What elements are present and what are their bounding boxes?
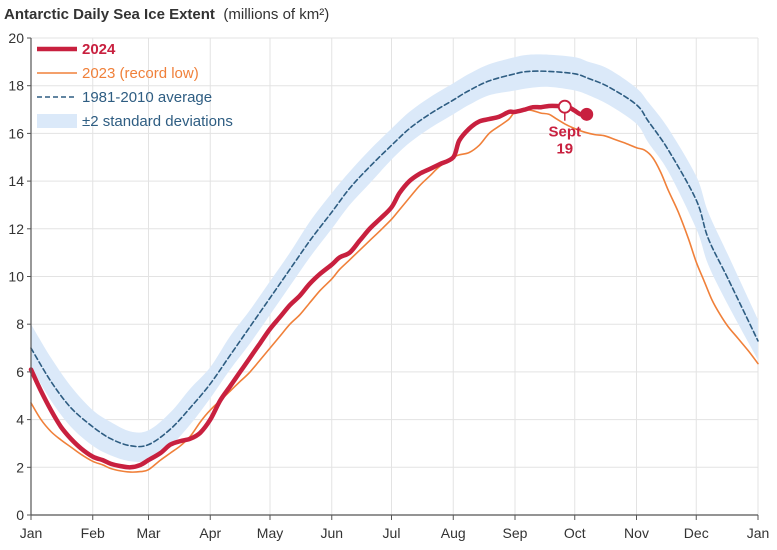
legend-label: 2023 (record low) [82, 65, 199, 82]
std-dev-band [31, 54, 758, 462]
y-tick-label: 14 [8, 173, 24, 189]
y-tick-label: 8 [16, 316, 24, 332]
line-2023 [30, 108, 759, 473]
x-tick-label: Apr [199, 525, 221, 541]
x-axis-ticks: Jan Feb Mar Apr May Jun Jul Aug Sep Oct Nov Dec Jan [20, 515, 770, 541]
y-tick-label: 20 [8, 30, 24, 46]
y-tick-label: 6 [16, 364, 24, 380]
x-tick-label: Sep [503, 525, 528, 541]
y-tick-label: 16 [8, 125, 24, 141]
x-tick-label: Aug [441, 525, 466, 541]
y-tick-label: 12 [8, 221, 24, 237]
legend-label: ±2 standard deviations [82, 113, 233, 130]
grid-lines [31, 37, 759, 515]
x-tick-label: Jan [20, 525, 43, 541]
y-tick-label: 18 [8, 78, 24, 94]
chart-title-unit: (millions of km²) [223, 6, 329, 23]
x-tick-label: Dec [684, 525, 709, 541]
series-lines-layer [28, 70, 759, 473]
x-tick-label: Mar [136, 525, 160, 541]
legend-swatch-band [37, 114, 77, 128]
x-tick-label: Jan [747, 525, 770, 541]
annotation-marker-sept19 [557, 99, 572, 114]
y-tick-label: 0 [16, 507, 24, 523]
average-1981-2010-line [30, 70, 759, 448]
annotation-label-day: 19 [556, 141, 573, 158]
x-tick-label: Jul [383, 525, 401, 541]
y-axis-ticks: 0 2 4 6 8 10 12 14 16 18 20 [8, 30, 31, 523]
std-dev-band-layer [31, 54, 758, 462]
legend-label: 2024 [82, 41, 116, 58]
x-tick-label: Feb [81, 525, 105, 541]
x-tick-label: Jun [320, 525, 343, 541]
annotation-label-month: Sept [549, 124, 582, 141]
y-tick-label: 10 [8, 269, 24, 285]
legend: 2024 2023 (record low) 1981-2010 average ±2… [37, 41, 233, 130]
x-tick-label: May [257, 525, 283, 541]
line-2024 [28, 103, 589, 470]
legend-label: 1981-2010 average [82, 89, 212, 106]
chart-title: Antarctic Daily Sea Ice Extent (millions… [4, 6, 329, 23]
y-tick-label: 4 [16, 412, 24, 428]
latest-point-marker [580, 107, 594, 121]
x-tick-label: Oct [564, 525, 586, 541]
x-tick-label: Nov [624, 525, 649, 541]
chart-title-main: Antarctic Daily Sea Ice Extent [4, 6, 215, 23]
y-tick-label: 2 [16, 459, 24, 475]
